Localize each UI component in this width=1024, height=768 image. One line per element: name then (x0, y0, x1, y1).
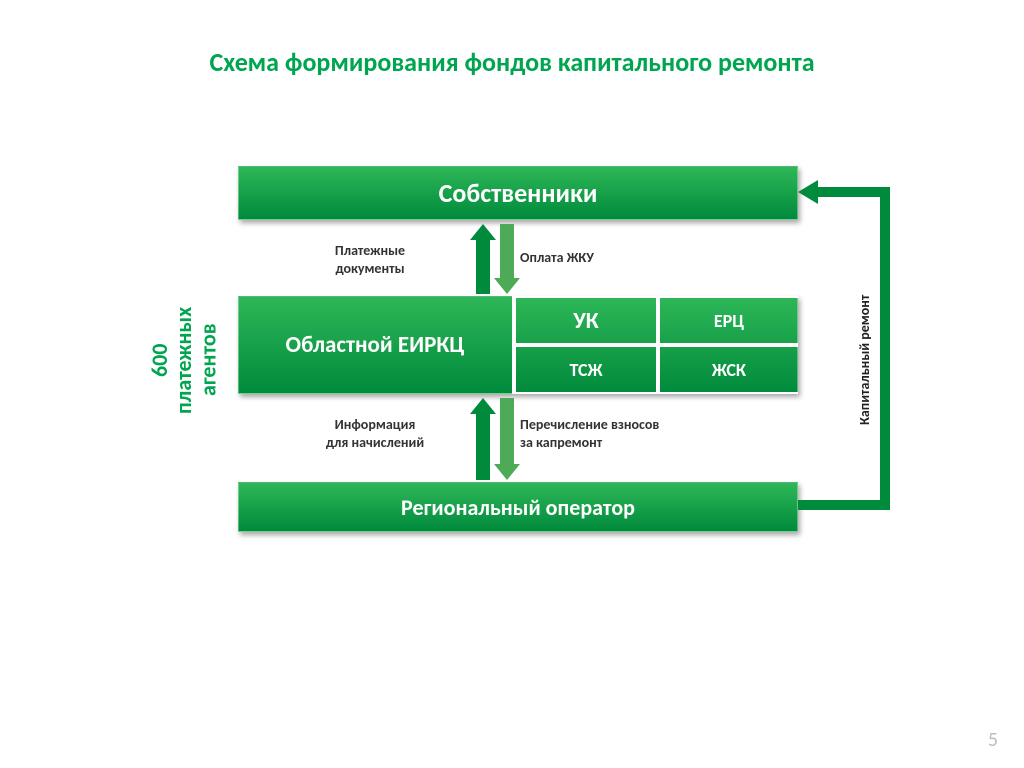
label-pay-zhku-l1: Оплата ЖКУ (520, 249, 594, 266)
box-owners: Собственники (238, 166, 798, 220)
arrow-head-icon (494, 464, 520, 480)
label-pay-docs: Платежные документы (300, 242, 440, 277)
label-transfer: Перечисление взносов за капремонт (520, 416, 750, 451)
arrow-top-up (476, 224, 490, 294)
arrow-bottom-down (500, 398, 514, 480)
arrow-shaft (500, 224, 514, 280)
label-info: Информация для начислений (280, 416, 470, 451)
arrow-bottom-up (476, 398, 490, 480)
label-pay-docs-l2: документы (335, 260, 404, 277)
cell-eirkc: Областной ЕИРКЦ (238, 296, 514, 394)
vlabel-agents-l3: агентов (194, 324, 221, 397)
arrow-head-icon (494, 278, 520, 294)
arrow-top-down (500, 224, 514, 294)
vlabel-agents: 600 платежных агентов (148, 280, 221, 440)
label-info-l1: Информация (335, 416, 416, 433)
label-transfer-l2: за капремонт (520, 434, 602, 451)
cell-uk: УК (514, 296, 658, 345)
vlabel-kaprem-l1: Капитальный ремонт (856, 295, 873, 425)
cell-tszh: ТСЖ (514, 345, 658, 394)
label-info-l2: для начислений (326, 434, 424, 451)
arrow-shaft (500, 398, 514, 466)
page-number: 5 (988, 728, 998, 752)
vlabel-agents-l1: 600 (146, 343, 173, 376)
box-regional: Региональный оператор (238, 482, 798, 532)
label-pay-zhku: Оплата ЖКУ (520, 249, 680, 267)
cell-erc: ЕРЦ (658, 296, 798, 345)
label-transfer-l1: Перечисление взносов (520, 416, 659, 433)
vlabel-agents-l2: платежных (170, 306, 197, 413)
arrow-shaft (476, 238, 490, 294)
cell-zhsk: ЖСК (658, 345, 798, 394)
arrow-loop-v (880, 187, 890, 510)
arrow-head-icon (798, 180, 818, 204)
page-title: Схема формирования фондов капитального р… (0, 46, 1024, 78)
arrow-shaft (476, 412, 490, 480)
arrow-loop-h1 (798, 500, 890, 510)
vlabel-kaprem: Капитальный ремонт (856, 260, 873, 460)
page: Схема формирования фондов капитального р… (0, 0, 1024, 768)
arrow-loop-h2 (818, 187, 890, 197)
label-pay-docs-l1: Платежные (335, 242, 405, 259)
